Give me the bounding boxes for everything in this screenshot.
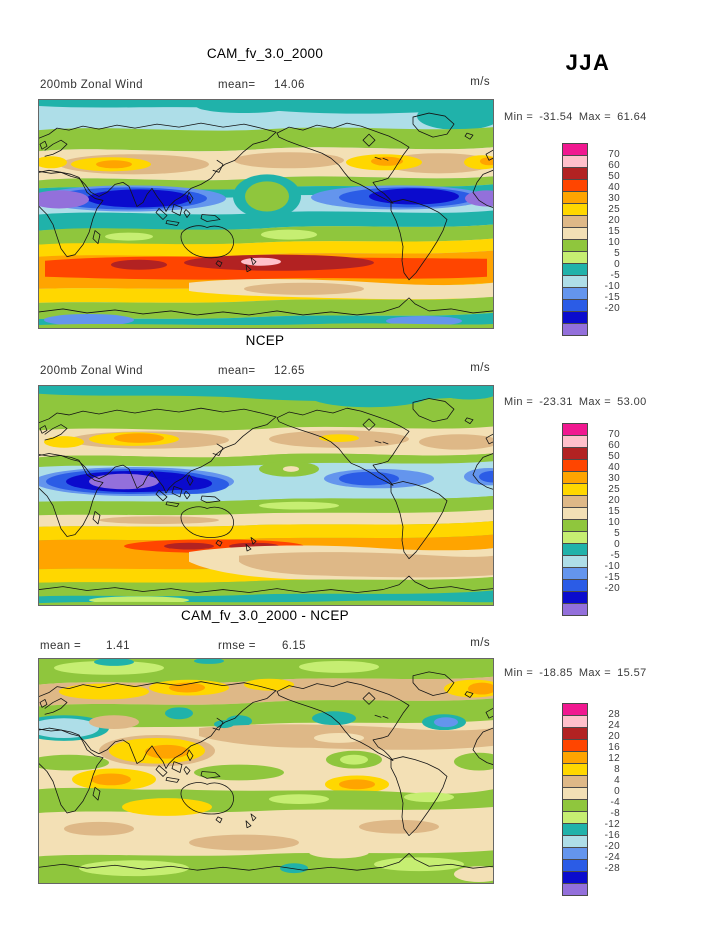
- world-map-contour-diff: [39, 659, 493, 883]
- panel2-min-label: Min =: [504, 396, 534, 408]
- panel1-field-label: 200mb Zonal Wind: [40, 79, 143, 91]
- panel1-units: m/s: [470, 76, 490, 88]
- panel3-max-label: Max =: [578, 667, 612, 679]
- panel1-colorbar: 70 60 50 40 30 25 20 15 10 5 0 -5 -10 -15 -20: [562, 143, 620, 336]
- panel2-field-label: 200mb Zonal Wind: [40, 365, 143, 377]
- panel2-subtitle-row: 200mb Zonal Wind mean= 12.65 m/s: [38, 362, 492, 380]
- panel1-map: [38, 99, 494, 329]
- panel2-max-label: Max =: [578, 396, 612, 408]
- panel3-minmax: Min = -18.85 Max = 15.57: [504, 667, 647, 679]
- panel3-subtitle-row: mean = 1.41 rmse = 6.15 m/s: [38, 637, 492, 655]
- panel1-max-label: Max =: [578, 111, 612, 123]
- panel1-minmax: Min = -31.54 Max = 61.64: [504, 111, 647, 123]
- panel2-min-value: -23.31: [539, 396, 573, 408]
- panel1-colorbar-boxes: [562, 143, 588, 336]
- panel3-colorbar-boxes: [562, 703, 588, 896]
- panel2-mean-value: 12.65: [274, 365, 305, 377]
- panel2-units: m/s: [470, 362, 490, 374]
- panel3-rmse-value: 6.15: [282, 640, 306, 652]
- panel2-colorbar-boxes: [562, 423, 588, 616]
- panel1-title: CAM_fv_3.0_2000: [206, 46, 324, 61]
- panel3-title: CAM_fv_3.0_2000 - NCEP: [181, 608, 349, 623]
- panel3-colorbar: 28 24 20 16 12 8 4 0 -4 -8 -12 -16 -20 -24 -28: [562, 703, 620, 896]
- panel3-min-label: Min =: [504, 667, 534, 679]
- panel1-subtitle-row: 200mb Zonal Wind mean= 14.06 m/s: [38, 76, 492, 94]
- world-map-contour-ncep: [39, 386, 493, 605]
- panel2-max-value: 53.00: [617, 396, 647, 408]
- panel3-min-value: -18.85: [539, 667, 573, 679]
- panel3-map: [38, 658, 494, 884]
- panel3-mean-value: 1.41: [106, 640, 130, 652]
- world-map-contour-cam: [39, 100, 493, 328]
- panel2-map: [38, 385, 494, 606]
- panel2-title: NCEP: [245, 333, 285, 348]
- panel2-mean-label: mean=: [218, 365, 256, 377]
- panel2-minmax: Min = -23.31 Max = 53.00: [504, 396, 647, 408]
- panel1-min-value: -31.54: [539, 111, 573, 123]
- panel3-max-value: 15.57: [617, 667, 647, 679]
- panel1-mean-label: mean=: [218, 79, 256, 91]
- panel3-units: m/s: [470, 637, 490, 649]
- panel1-mean-value: 14.06: [274, 79, 305, 91]
- panel2-colorbar: 70 60 50 40 30 25 20 15 10 5 0 -5 -10 -15 -20: [562, 423, 620, 616]
- season-title: JJA: [565, 50, 611, 75]
- panel3-mean-label: mean =: [40, 640, 82, 652]
- panel1-min-label: Min =: [504, 111, 534, 123]
- panel1-max-value: 61.64: [617, 111, 647, 123]
- panel3-rmse-label: rmse =: [218, 640, 256, 652]
